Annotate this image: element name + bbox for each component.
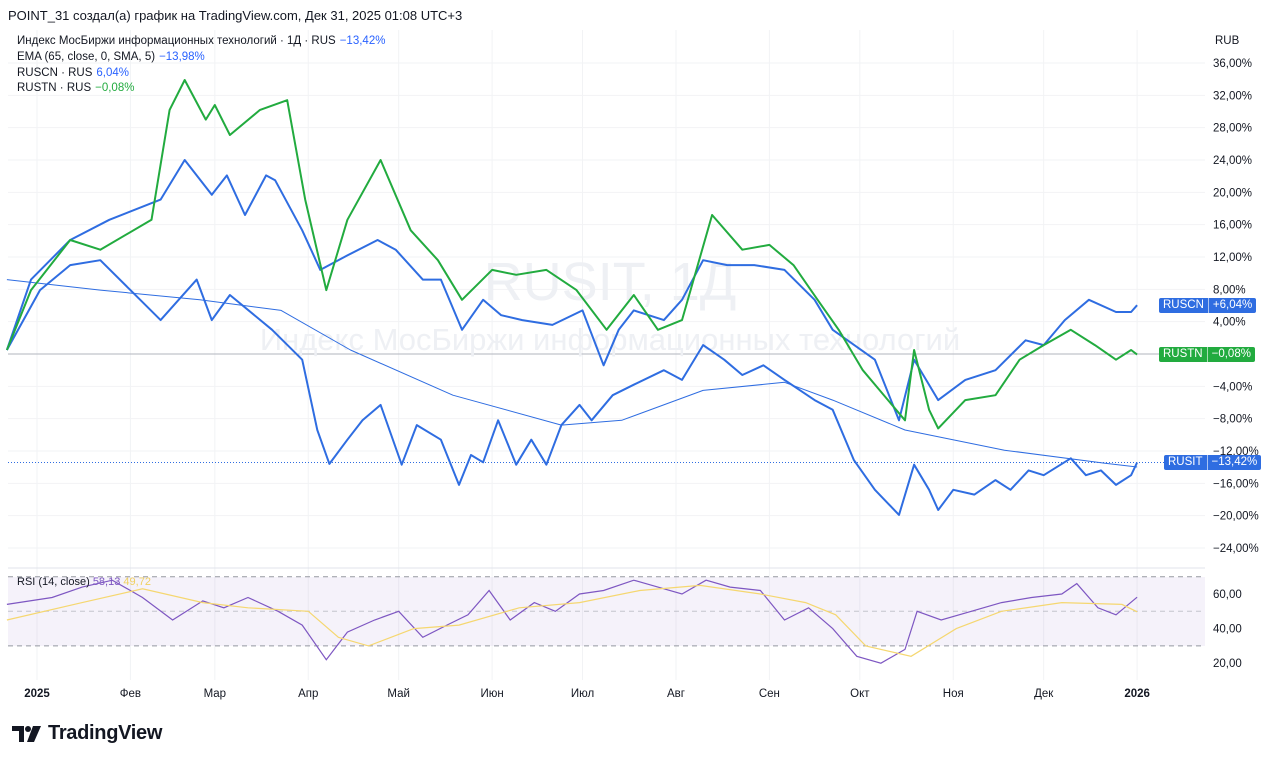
y-tick-label: −4,00% bbox=[1213, 381, 1252, 393]
x-tick-label: Окт bbox=[850, 688, 870, 700]
badge-symbol: RUSCN bbox=[1163, 299, 1204, 311]
y-tick-label: −8,00% bbox=[1213, 414, 1252, 426]
y-tick-label: 20,00% bbox=[1213, 187, 1252, 199]
badge-ruscn: RUSCN +6,04% bbox=[1159, 298, 1257, 313]
y-tick-label: 8,00% bbox=[1213, 284, 1246, 296]
chart-attribution: POINT_31 создал(а) график на TradingView… bbox=[8, 8, 463, 23]
y-tick-label: 4,00% bbox=[1213, 317, 1246, 329]
rsi-ma-value: 49,72 bbox=[123, 576, 151, 588]
badge-rustn: RUSTN −0,08% bbox=[1159, 347, 1255, 362]
watermark-symbol: RUSIT, 1Д bbox=[484, 252, 737, 312]
legend-label: Индекс МосБиржи информационных технологи… bbox=[17, 35, 336, 47]
rsi-line-rsi-based-ma bbox=[6, 584, 1138, 657]
x-tick-label: Авг bbox=[667, 688, 685, 700]
legend-ema[interactable]: EMA (65, close, 0, SMA, 5) −13,98% bbox=[17, 51, 205, 63]
rsi-value: 58,13 bbox=[92, 576, 121, 588]
y-tick-label: 28,00% bbox=[1213, 123, 1252, 135]
legend-main[interactable]: Индекс МосБиржи информационных технологи… bbox=[17, 35, 385, 47]
legend-value: −0,08% bbox=[95, 82, 135, 94]
badge-value: −0,08% bbox=[1206, 347, 1255, 362]
tradingview-logo-icon bbox=[12, 725, 41, 742]
y-tick-label: 12,00% bbox=[1213, 252, 1252, 264]
x-tick-label: Сен bbox=[759, 688, 780, 700]
x-tick-label: Май bbox=[387, 688, 410, 700]
legend-value: −13,98% bbox=[159, 51, 205, 63]
legend-label: RUSTN · RUS bbox=[17, 82, 92, 94]
rsi-tick-label: 20,00 bbox=[1213, 658, 1242, 670]
legend-rustn[interactable]: RUSTN · RUS −0,08% bbox=[17, 82, 134, 94]
x-tick-label: 2025 bbox=[24, 688, 50, 700]
x-tick-label: Июн bbox=[480, 688, 503, 700]
rsi-tick-label: 40,00 bbox=[1213, 624, 1242, 636]
y-tick-label: 24,00% bbox=[1213, 155, 1252, 167]
rsi-line-rsi bbox=[6, 579, 1138, 664]
x-tick-label: Дек bbox=[1034, 688, 1054, 700]
badge-rusit: RUSIT −13,42% bbox=[1164, 455, 1262, 470]
rsi-label: RSI (14, close) bbox=[17, 576, 90, 588]
tradingview-logo[interactable]: TradingView bbox=[12, 722, 162, 745]
legend-value: −13,42% bbox=[339, 35, 386, 47]
y-tick-label: 36,00% bbox=[1213, 58, 1252, 70]
y-tick-label: 32,00% bbox=[1213, 90, 1252, 102]
y-tick-label: −20,00% bbox=[1213, 511, 1259, 523]
x-tick-label: Фев bbox=[120, 688, 141, 700]
series-line-rusit bbox=[6, 259, 1139, 516]
y-tick-label: −24,00% bbox=[1213, 543, 1259, 555]
badge-symbol: RUSTN bbox=[1163, 348, 1203, 360]
legend-label: RUSCN · RUS bbox=[17, 67, 93, 79]
logo-text: TradingView bbox=[48, 722, 163, 744]
x-tick-label: Мар bbox=[204, 688, 227, 700]
y-tick-label: 16,00% bbox=[1213, 220, 1252, 232]
currency-label: RUB bbox=[1215, 35, 1240, 47]
x-tick-label: Июл bbox=[571, 688, 594, 700]
rsi-legend[interactable]: RSI (14, close) 58,13 49,72 bbox=[17, 576, 151, 588]
legend-label: EMA (65, close, 0, SMA, 5) bbox=[17, 51, 156, 63]
badge-value: +6,04% bbox=[1207, 298, 1256, 313]
x-tick-label: Ноя bbox=[943, 688, 964, 700]
y-tick-label: −12,00% bbox=[1213, 446, 1259, 458]
x-tick-label: Апр bbox=[298, 688, 318, 700]
series-line-ruscn bbox=[5, 159, 1138, 422]
legend-value: 6,04% bbox=[96, 67, 129, 79]
series-line-rustn bbox=[5, 79, 1138, 430]
badge-symbol: RUSIT bbox=[1168, 456, 1203, 468]
y-tick-label: −16,00% bbox=[1213, 478, 1259, 490]
series-line-ema-65- bbox=[6, 279, 1138, 468]
rsi-tick-label: 60,00 bbox=[1213, 589, 1242, 601]
x-tick-label: 2026 bbox=[1124, 688, 1150, 700]
legend-ruscn[interactable]: RUSCN · RUS 6,04% bbox=[17, 67, 129, 79]
badge-value: −13,42% bbox=[1206, 455, 1262, 470]
